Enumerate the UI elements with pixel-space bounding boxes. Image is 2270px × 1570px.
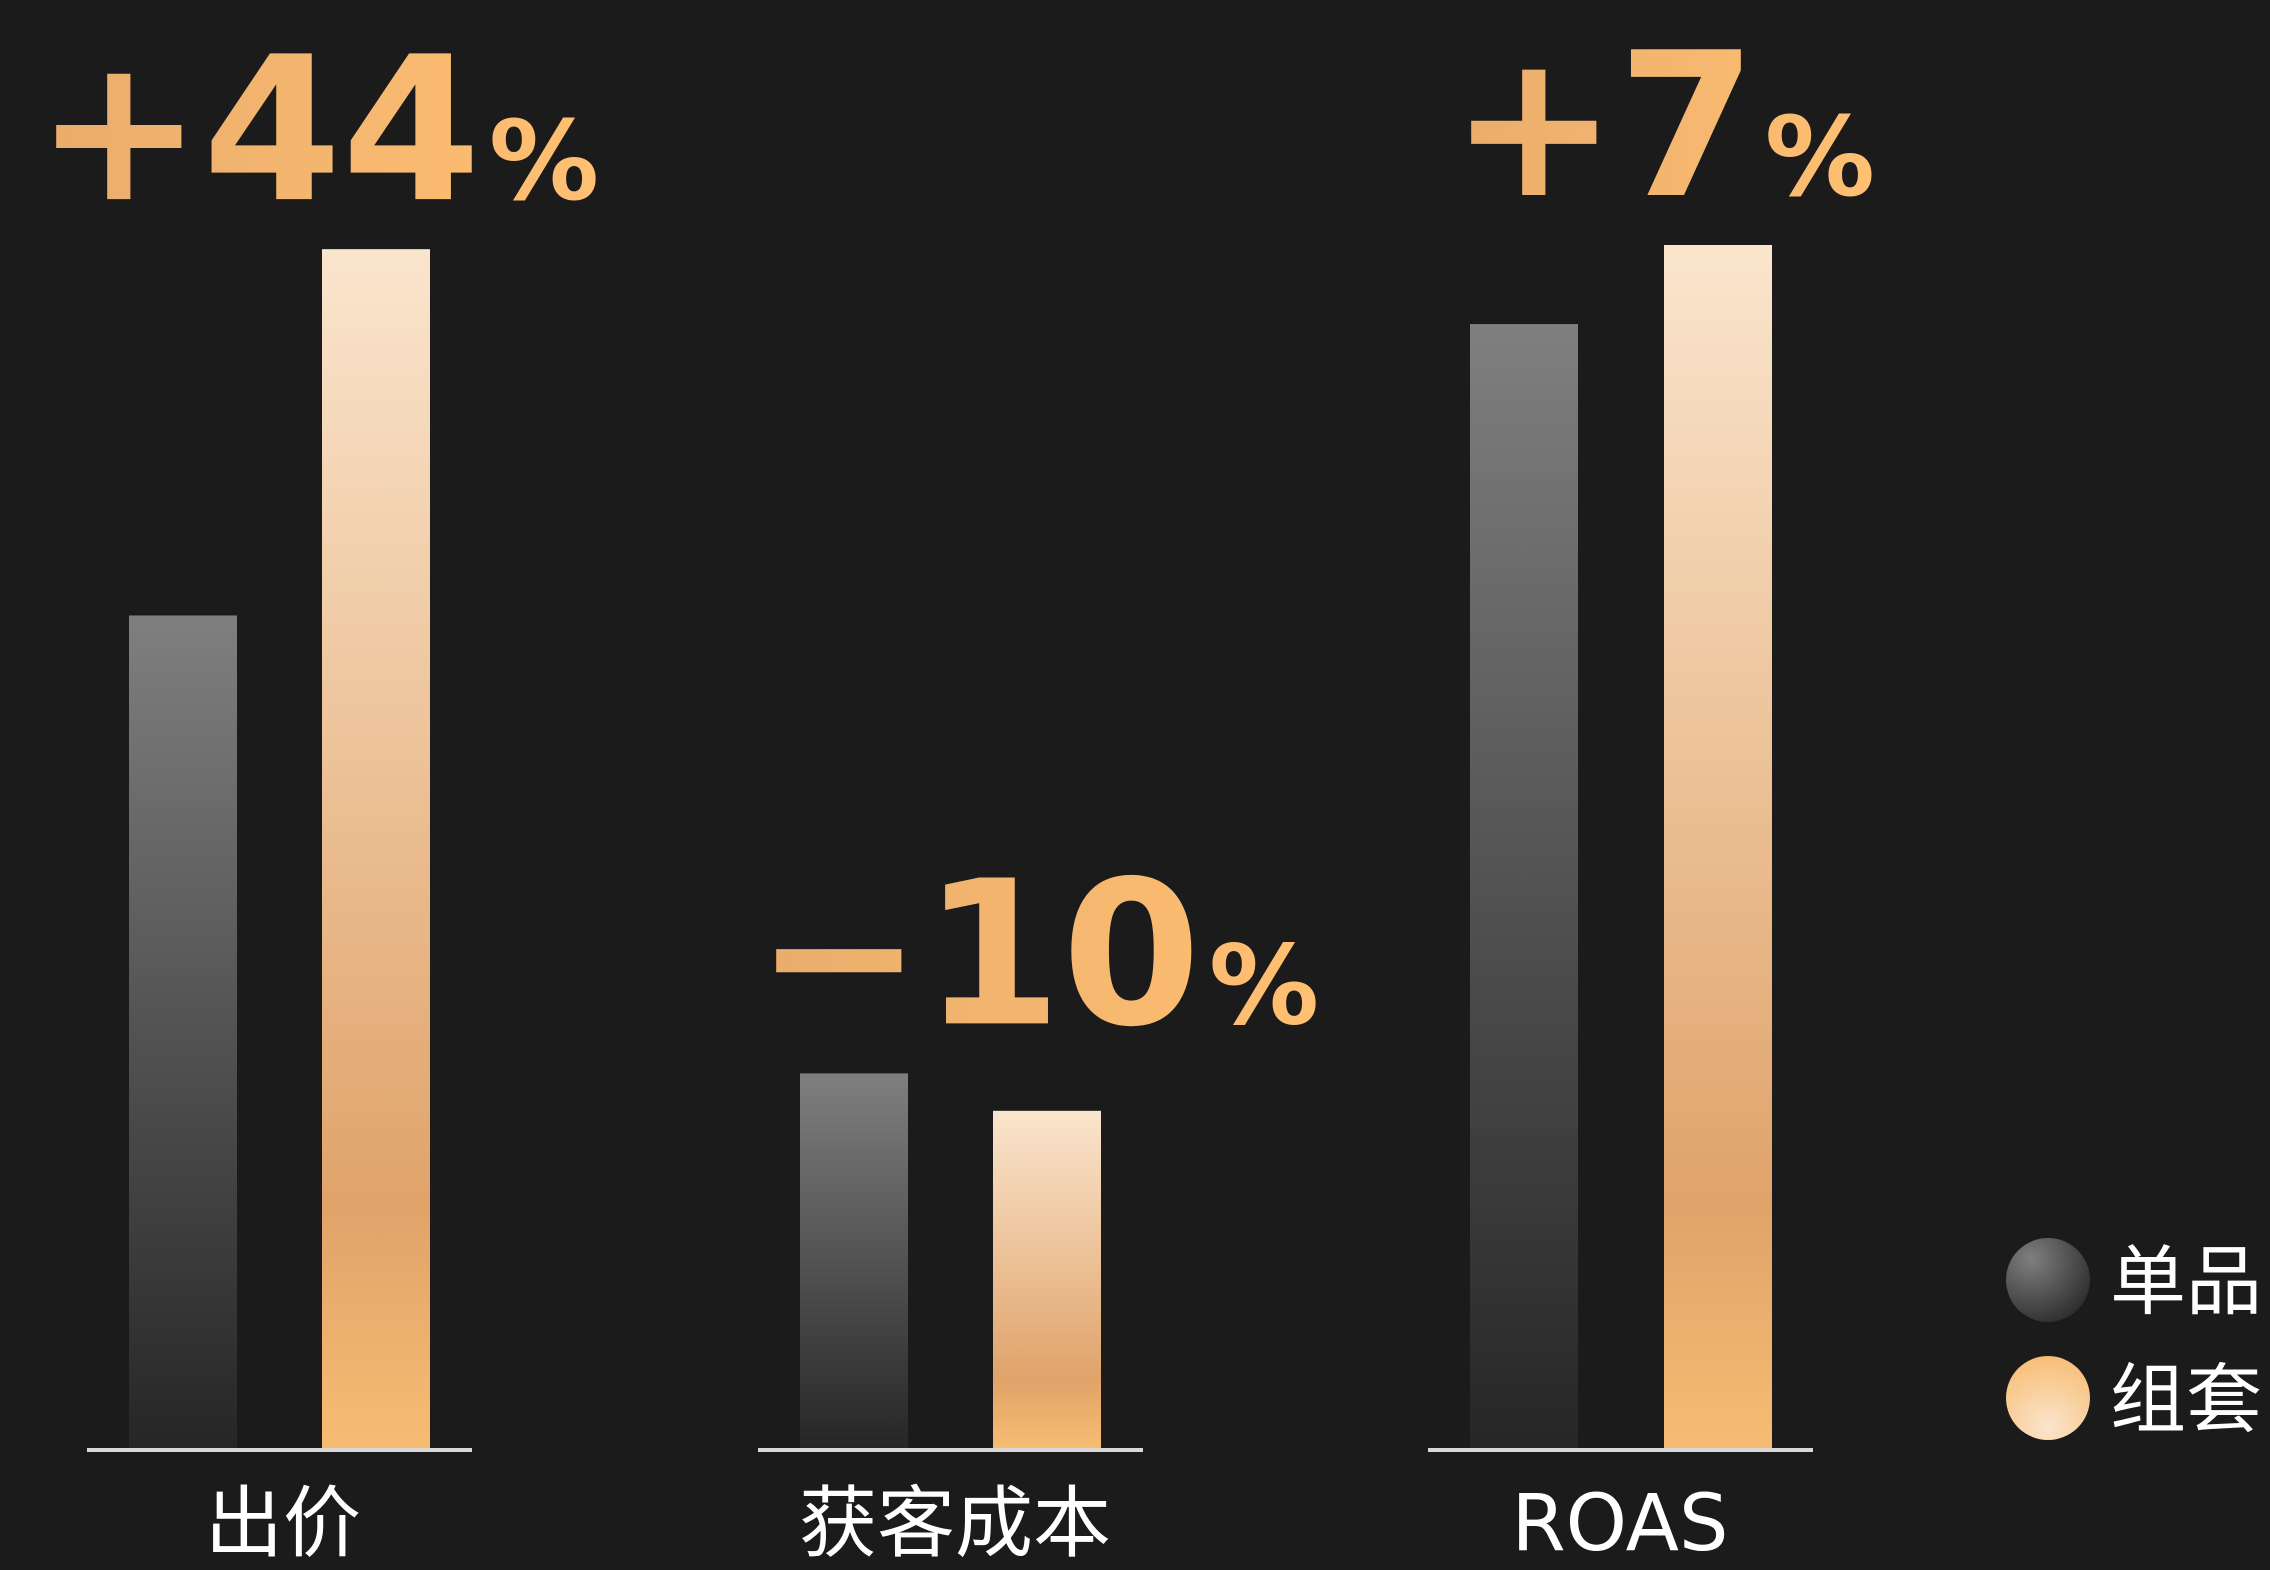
- change-label-2: +7%: [1450, 10, 1875, 243]
- change-sign: +: [1450, 10, 1618, 243]
- bar-single-2: [1470, 324, 1578, 1448]
- bar-bundle-1: [993, 1110, 1101, 1448]
- bar-single-0: [129, 615, 237, 1448]
- change-unit: %: [1765, 93, 1875, 221]
- change-number: 7: [1618, 10, 1757, 243]
- bar-bundle-0: [322, 249, 430, 1449]
- bars-layer: [129, 245, 1772, 1449]
- change-unit: %: [1209, 921, 1319, 1049]
- x-tick-label: ROAS: [1511, 1479, 1728, 1569]
- change-sign: −: [755, 838, 923, 1071]
- x-tick-label: 出价: [205, 1479, 361, 1569]
- legend-label: 单品: [2110, 1237, 2262, 1326]
- legend-label: 组套: [2110, 1355, 2262, 1444]
- change-number: 10: [923, 838, 1201, 1071]
- change-label-0: +44%: [35, 14, 599, 247]
- bar-bundle-2: [1664, 245, 1772, 1448]
- x-tick-label: 获客成本: [799, 1479, 1111, 1569]
- axes-layer: 出价 获客成本 ROAS: [87, 1448, 1813, 1569]
- legend-swatch-bundle: [2006, 1356, 2090, 1440]
- legend-swatch-single: [2006, 1238, 2090, 1322]
- change-unit: %: [489, 97, 599, 225]
- labels-layer: +44%−10%+7%: [35, 10, 1875, 1071]
- change-sign: +: [35, 14, 203, 247]
- change-number: 44: [203, 14, 481, 247]
- change-label-1: −10%: [755, 838, 1319, 1071]
- bar-single-1: [800, 1073, 908, 1448]
